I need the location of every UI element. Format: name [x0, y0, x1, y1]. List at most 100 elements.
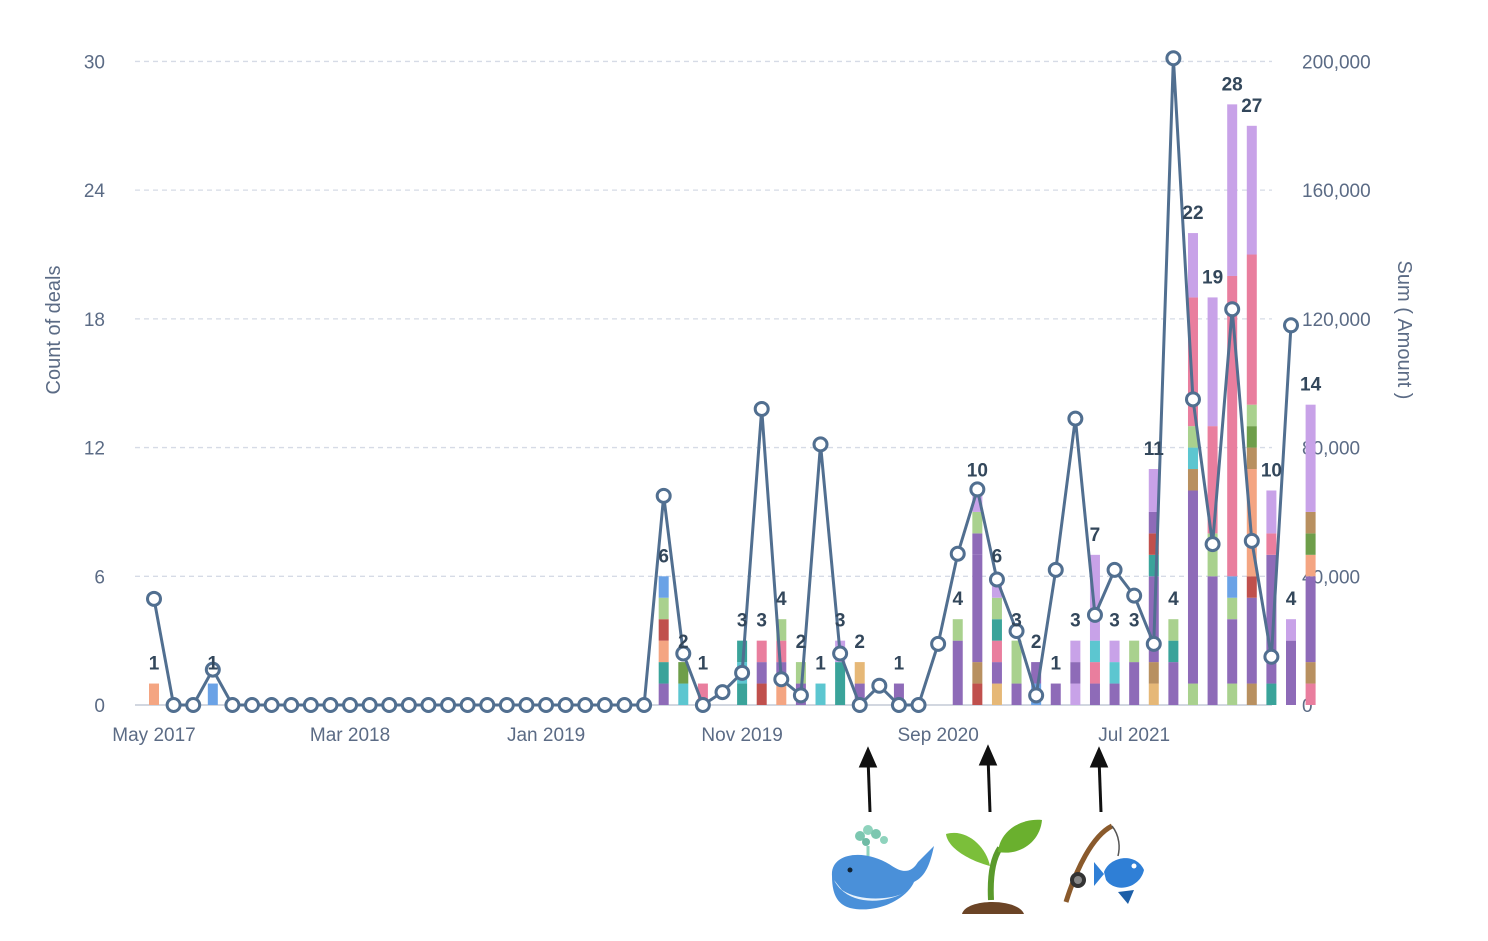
bar-segment — [972, 683, 983, 705]
bar-segment — [1148, 469, 1159, 512]
bar-segment — [991, 640, 1002, 663]
x-tick-label: Sep 2020 — [897, 725, 978, 746]
bar-segment — [1266, 683, 1277, 705]
bar-segment — [1227, 275, 1238, 577]
bar-count-label: 22 — [1182, 203, 1203, 224]
bar-count-label: 10 — [967, 460, 988, 481]
bar-segment — [795, 662, 806, 684]
bar-segment — [991, 597, 1002, 620]
bar-segment — [1305, 533, 1316, 555]
bar-segment — [658, 597, 669, 620]
bar-segment — [854, 683, 865, 705]
x-tick-label: Jan 2019 — [507, 725, 585, 746]
bar-segment — [756, 662, 767, 684]
bar-segment — [1246, 254, 1257, 405]
bar-segment — [1246, 447, 1257, 470]
bar-segment — [1207, 576, 1218, 705]
bar-segment — [1305, 683, 1316, 705]
bar-segment — [658, 662, 669, 684]
bar-segment — [658, 640, 669, 663]
bar-segment — [854, 662, 865, 684]
sum-amount-line — [146, 50, 1299, 713]
fishing-icon — [1063, 823, 1144, 904]
sum-point — [498, 697, 515, 713]
sum-point — [636, 697, 653, 713]
right-axis-ticks: 0 40,000 80,000 120,000 160,000 200,000 — [1302, 52, 1371, 717]
bar-segment — [1129, 662, 1140, 705]
bar-segment — [1148, 554, 1159, 577]
bar-count-label: 3 — [1109, 611, 1120, 632]
annotation-arrows — [858, 744, 1109, 813]
bar-segment — [1168, 662, 1179, 705]
sum-point — [851, 697, 868, 713]
bar-count-label: 1 — [208, 654, 219, 675]
bar-count-label: 2 — [1031, 632, 1042, 653]
bar-segment — [1070, 662, 1081, 684]
bar-segment — [1089, 683, 1100, 705]
right-tick-label: 120,000 — [1302, 310, 1371, 331]
bar-segment — [1246, 469, 1257, 577]
sum-point — [1106, 561, 1123, 578]
bar-segment — [1187, 683, 1198, 705]
bar-segment — [776, 683, 787, 705]
bar-segment — [1286, 619, 1296, 641]
sum-point — [459, 697, 476, 713]
right-tick-label: 200,000 — [1302, 52, 1371, 73]
bar-segment — [678, 662, 689, 684]
bar-segment — [658, 683, 669, 705]
sum-point — [185, 697, 202, 713]
sum-point — [655, 487, 672, 504]
bar-segment — [1050, 683, 1061, 705]
left-tick-label: 18 — [84, 310, 105, 331]
sum-point — [734, 664, 751, 681]
bar-segment — [737, 640, 748, 663]
gridlines — [135, 60, 1272, 706]
left-axis-title: Count of deals — [43, 266, 65, 395]
sum-point — [1047, 561, 1064, 578]
bar-segment — [776, 619, 787, 641]
bar-count-label: 6 — [658, 546, 669, 567]
bar-count-label: 3 — [1070, 611, 1081, 632]
bar-segment — [756, 683, 767, 705]
sum-point — [694, 697, 711, 713]
bar-count-label: 3 — [1129, 611, 1140, 632]
bar-segment — [1207, 297, 1218, 427]
bar-segment — [1187, 490, 1198, 684]
bar-count-label: 3 — [737, 611, 748, 632]
bar-segment — [1089, 640, 1100, 663]
bar-count-label: 1 — [815, 654, 826, 675]
bar-segment — [1246, 404, 1257, 427]
bar-segment — [991, 662, 1002, 684]
bar-segment — [1246, 597, 1257, 684]
sum-point — [1028, 687, 1045, 704]
bar-segment — [991, 619, 1002, 641]
bar-segment — [1246, 576, 1257, 598]
bar-segment — [1109, 640, 1120, 663]
bar-segment — [756, 640, 767, 663]
bar-segment — [658, 576, 669, 598]
bar-segment — [972, 554, 983, 663]
bar-segment — [1148, 511, 1159, 534]
bar-count-label: 27 — [1241, 96, 1262, 117]
bar-segment — [207, 683, 218, 705]
bar-count-label: 4 — [1168, 589, 1179, 610]
bar-count-label: 4 — [1286, 589, 1297, 610]
x-tick-label: May 2017 — [112, 725, 195, 746]
bar-segment — [952, 640, 963, 705]
bar-segment — [1187, 297, 1198, 427]
bar-count-label: 2 — [854, 632, 865, 653]
sum-point — [420, 697, 437, 713]
sum-point — [1263, 648, 1280, 665]
sum-point — [1126, 587, 1143, 604]
right-axis-title: Sum ( Amount ) — [1393, 261, 1415, 400]
bar-count-label: 11 — [1144, 439, 1165, 460]
sum-point — [792, 687, 809, 704]
bar-segment — [1148, 683, 1159, 705]
bar-count-label: 3 — [835, 611, 846, 632]
sum-point — [361, 697, 378, 713]
left-tick-label: 24 — [84, 181, 106, 202]
sum-point — [871, 677, 888, 694]
right-tick-label: 80,000 — [1302, 439, 1360, 460]
sum-point — [910, 697, 927, 713]
